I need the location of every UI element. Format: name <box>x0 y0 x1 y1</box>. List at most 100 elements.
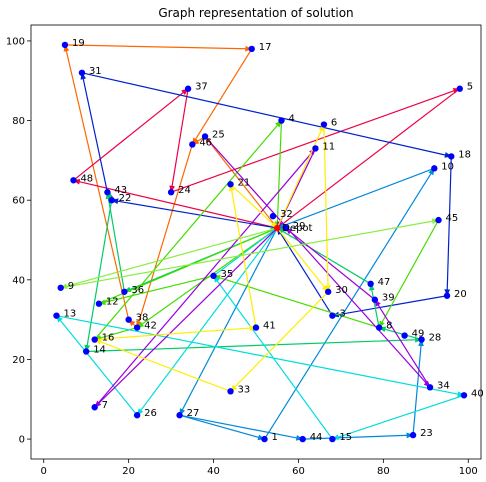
route-7-segment <box>98 227 278 305</box>
route-11-segment <box>228 183 257 328</box>
point-45 <box>435 216 442 224</box>
point-label-9: 9 <box>68 281 74 292</box>
point-12 <box>95 300 103 307</box>
point-label-4: 4 <box>288 114 294 125</box>
point-label-48: 48 <box>80 173 93 184</box>
point-label-17: 17 <box>259 42 272 53</box>
route-0-segment <box>63 44 130 320</box>
point-6 <box>320 121 328 128</box>
route-3-segment <box>179 414 266 441</box>
point-10 <box>431 165 438 172</box>
x-tick-label: 0 <box>41 466 47 477</box>
route-1-segment <box>170 88 461 193</box>
route-5-segment <box>86 336 423 353</box>
plot-frame <box>30 24 482 460</box>
point-38 <box>125 316 132 323</box>
point-44 <box>299 435 306 443</box>
route-2-segment <box>331 295 448 318</box>
point-49 <box>401 332 408 339</box>
point-labels-layer: 1345678910111213141516171819202122232425… <box>63 38 483 443</box>
point-label-13: 13 <box>63 309 76 320</box>
point-21 <box>227 181 234 188</box>
route-8-segment <box>136 227 278 416</box>
point-13 <box>53 312 60 319</box>
route-1-segment <box>169 88 189 193</box>
point-22 <box>108 196 115 204</box>
y-axis: 0 20 40 60 80 100 <box>6 36 31 446</box>
point-label-22: 22 <box>119 193 132 204</box>
route-1-segment <box>73 88 189 181</box>
routes-layer <box>56 44 465 441</box>
route-4-segment <box>412 338 424 436</box>
chart-title: Graph representation of solution <box>158 6 353 20</box>
route-8-segment <box>56 315 465 397</box>
route-5-segment <box>276 227 371 285</box>
x-tick-label: 60 <box>292 466 305 477</box>
route-5-segment <box>84 200 113 353</box>
route-8-segment <box>331 394 465 440</box>
point-28 <box>418 336 425 343</box>
point-label-10: 10 <box>441 161 454 172</box>
x-axis: 0 20 40 60 80 100 <box>41 459 478 477</box>
point-4 <box>278 117 285 124</box>
point-label-11: 11 <box>322 141 335 152</box>
point-43 <box>104 189 111 196</box>
route-11-segment <box>230 183 278 229</box>
point-label-7: 7 <box>102 400 108 411</box>
x-tick-label: 100 <box>459 466 478 477</box>
point-label-6: 6 <box>331 118 337 129</box>
point-label-42: 42 <box>144 321 157 332</box>
point-label-14: 14 <box>93 344 106 355</box>
point-label-37: 37 <box>195 82 208 93</box>
route-12-segment <box>276 123 325 229</box>
point-label-23: 23 <box>420 428 433 439</box>
point-15 <box>329 435 336 443</box>
point-25 <box>201 133 209 140</box>
route-3-segment <box>263 167 435 440</box>
route-10-segment <box>374 299 431 388</box>
x-tick-label: 40 <box>207 466 220 477</box>
point-8 <box>375 324 383 331</box>
point-label-39: 39 <box>382 293 395 304</box>
point-label-45: 45 <box>446 213 459 224</box>
route-2-segment <box>276 227 333 316</box>
route-3-segment <box>276 167 435 229</box>
point-27 <box>176 412 183 419</box>
point-label-32: 32 <box>280 209 293 220</box>
depot-point <box>274 224 281 232</box>
point-31 <box>78 69 86 76</box>
route-5-segment <box>369 283 380 328</box>
point-39 <box>371 296 379 303</box>
point-16 <box>91 336 98 343</box>
y-tick-label: 100 <box>6 36 25 47</box>
point-19 <box>61 41 69 49</box>
point-24 <box>167 189 175 196</box>
point-29 <box>282 224 289 232</box>
point-label-27: 27 <box>187 408 200 419</box>
point-label-46: 46 <box>199 137 212 148</box>
point-label-31: 31 <box>89 66 102 77</box>
point-label-41: 41 <box>263 321 276 332</box>
route-7-segment <box>212 275 380 329</box>
route-1-segment <box>276 88 461 229</box>
point-label-21: 21 <box>238 177 251 188</box>
y-tick-label: 20 <box>12 355 25 366</box>
point-5 <box>456 85 463 92</box>
point-33 <box>227 388 234 395</box>
route-11-segment <box>94 338 231 392</box>
point-label-43: 43 <box>114 185 127 196</box>
route-0-segment <box>64 44 253 52</box>
point-14 <box>82 348 90 355</box>
point-label-36: 36 <box>131 285 144 296</box>
route-9-segment <box>94 147 316 408</box>
point-label-34: 34 <box>437 380 450 391</box>
route-3-segment <box>179 227 278 416</box>
route-7-segment <box>98 275 214 305</box>
point-9 <box>57 284 64 291</box>
point-40 <box>460 392 468 399</box>
route-13-segment <box>60 218 440 289</box>
route-10-segment <box>204 136 431 388</box>
x-tick-label: 80 <box>377 466 390 477</box>
point-label-20: 20 <box>454 289 467 300</box>
route-8-segment <box>213 227 278 277</box>
